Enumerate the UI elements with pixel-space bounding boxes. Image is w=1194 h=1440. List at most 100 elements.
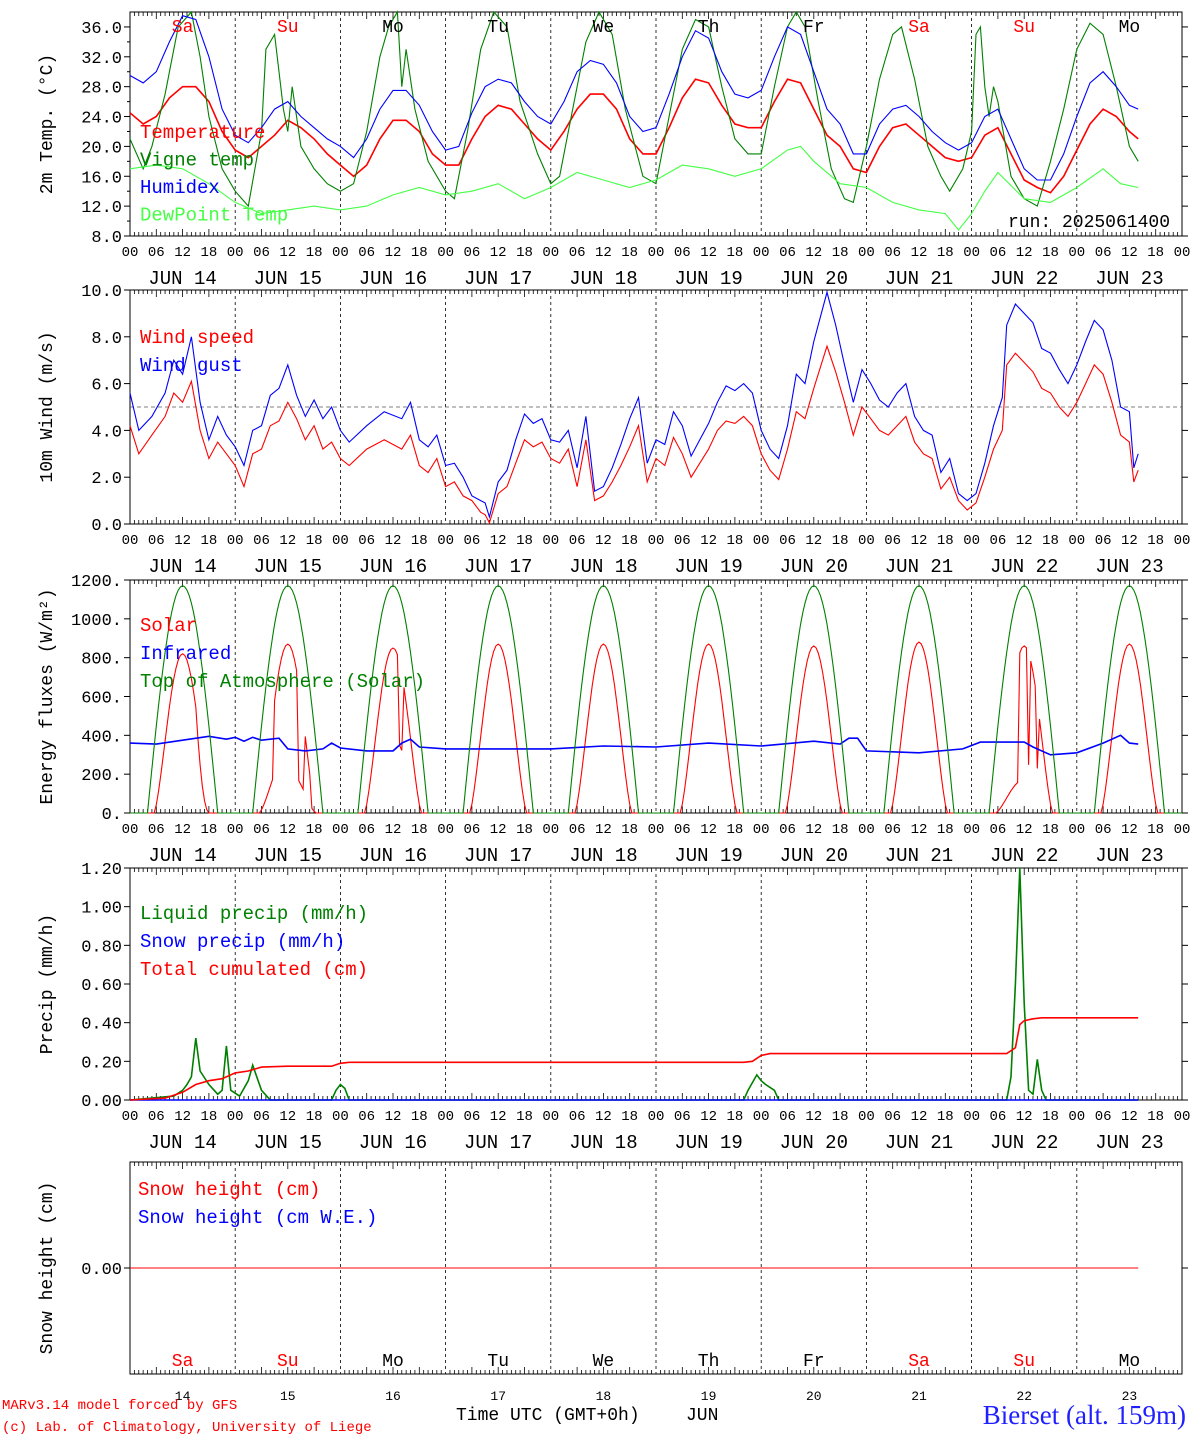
y-axis-label: Precip (mm/h) — [38, 914, 58, 1054]
hour-label: 18 — [200, 533, 217, 549]
hour-label: 06 — [148, 1109, 165, 1125]
date-label: JUN 20 — [780, 1132, 848, 1154]
hour-label: 18 — [832, 245, 849, 261]
hour-label: 12 — [700, 1109, 717, 1125]
hour-label: 18 — [832, 533, 849, 549]
legend-entry: Wind speed — [140, 327, 254, 349]
hour-label: 12 — [595, 822, 612, 838]
hour-label: 00 — [753, 245, 770, 261]
y-tick-label: 800. — [81, 651, 122, 670]
run-label: run: 2025061400 — [1008, 213, 1170, 233]
y-tick-label: 200. — [81, 767, 122, 786]
y-tick-label: 1200. — [71, 573, 122, 592]
hour-label: 06 — [884, 1109, 901, 1125]
panel-3: 0. 200. 400. 600. 800. 1000. 1200. Energy fluxe… — [38, 573, 1190, 867]
weekday-label: Sa — [172, 18, 194, 38]
hour-label: 00 — [753, 533, 770, 549]
hour-label: 18 — [621, 245, 638, 261]
legend-entry: Wind gust — [140, 355, 243, 377]
hour-label: 00 — [542, 822, 559, 838]
hour-label: 00 — [963, 533, 980, 549]
day-number-label: 21 — [911, 1389, 927, 1404]
weekday-label: Sa — [908, 1352, 930, 1372]
legend-entry: Infrared — [140, 643, 231, 665]
y-tick-label: 1.00 — [81, 900, 122, 919]
hour-label: 06 — [463, 1109, 480, 1125]
date-label: JUN 17 — [464, 845, 532, 867]
weekday-label: We — [593, 18, 615, 38]
date-label: JUN 16 — [359, 268, 427, 290]
hour-label: 18 — [621, 822, 638, 838]
hour-label: 06 — [674, 533, 691, 549]
panel-2: 0.0 2.0 4.0 6.0 8.0 10.0 10m Wind (m/s) Wind sp… — [38, 283, 1190, 578]
hour-label: 06 — [463, 245, 480, 261]
hour-label: 12 — [595, 533, 612, 549]
y-axis-label: 10m Wind (m/s) — [38, 331, 58, 482]
date-label: JUN 20 — [780, 556, 848, 578]
date-label: JUN 16 — [359, 1132, 427, 1154]
y-tick-label: 1000. — [71, 612, 122, 631]
hour-label: 00 — [963, 1109, 980, 1125]
hour-label: 00 — [227, 245, 244, 261]
day-number-label: 22 — [1016, 1389, 1032, 1404]
hour-label: 12 — [911, 1109, 928, 1125]
weekday-label: Sa — [908, 18, 930, 38]
series-line-temperature — [129, 78, 1139, 194]
series-line-wind-speed — [129, 344, 1139, 525]
date-label: JUN 22 — [990, 845, 1058, 867]
hour-label: 06 — [884, 822, 901, 838]
hour-label: 12 — [385, 533, 402, 549]
hour-label: 06 — [569, 1109, 586, 1125]
hour-label: 00 — [1068, 533, 1085, 549]
hour-label: 00 — [227, 1109, 244, 1125]
date-label: JUN 23 — [1095, 1132, 1163, 1154]
hour-label: 06 — [148, 533, 165, 549]
hour-label: 18 — [937, 822, 954, 838]
y-tick-label: 6.0 — [91, 377, 122, 396]
hour-label: 12 — [1121, 533, 1138, 549]
y-axis-label: 2m Temp. (°C) — [38, 54, 58, 194]
hour-label: 06 — [358, 822, 375, 838]
plot-frame — [129, 11, 1183, 237]
hour-label: 06 — [884, 533, 901, 549]
y-tick-label: 28.0 — [81, 80, 122, 99]
hour-label: 12 — [1121, 1109, 1138, 1125]
weekday-label: We — [593, 1352, 615, 1372]
hour-label: 12 — [805, 822, 822, 838]
legend-entry: Solar — [140, 615, 197, 637]
legend-entry: Snow precip (mm/h) — [140, 931, 345, 953]
hour-label: 00 — [858, 822, 875, 838]
hour-label: 06 — [779, 1109, 796, 1125]
hour-label: 12 — [700, 533, 717, 549]
hour-label: 18 — [411, 245, 428, 261]
hour-label: 12 — [595, 1109, 612, 1125]
hour-label: 06 — [463, 822, 480, 838]
hour-label: 00 — [648, 533, 665, 549]
weekday-label: Mo — [382, 1352, 404, 1372]
hour-label: 18 — [411, 533, 428, 549]
date-label: JUN 20 — [780, 845, 848, 867]
y-tick-label: 600. — [81, 690, 122, 709]
hour-label: 18 — [411, 1109, 428, 1125]
hour-label: 12 — [279, 245, 296, 261]
hour-label: 18 — [726, 245, 743, 261]
y-tick-label: 0.20 — [81, 1054, 122, 1073]
date-label: JUN 19 — [674, 1132, 742, 1154]
y-tick-label: 8.0 — [91, 229, 122, 248]
hour-label: 00 — [542, 1109, 559, 1125]
legend-entry: Humidex — [140, 177, 220, 199]
hour-label: 18 — [621, 533, 638, 549]
hour-label: 12 — [911, 822, 928, 838]
hour-label: 00 — [963, 245, 980, 261]
hour-label: 00 — [1068, 822, 1085, 838]
hour-label: 12 — [595, 245, 612, 261]
station-name: Bierset (alt. 159m) — [982, 1400, 1186, 1430]
legend-entry: Liquid precip (mm/h) — [140, 903, 368, 925]
hour-label: 00 — [332, 1109, 349, 1125]
hour-label: 18 — [937, 1109, 954, 1125]
hour-label: 12 — [911, 533, 928, 549]
hour-label: 18 — [306, 822, 323, 838]
date-label: JUN 15 — [254, 845, 322, 867]
hour-label: 00 — [332, 245, 349, 261]
